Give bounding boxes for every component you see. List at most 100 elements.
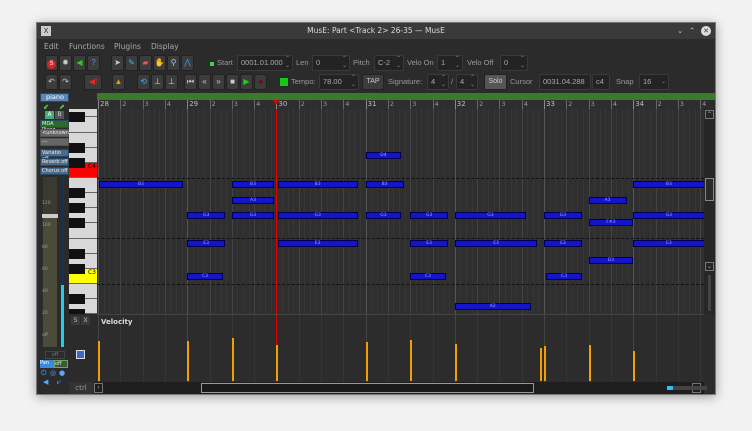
note-event[interactable]: G3	[633, 212, 704, 219]
monitor-icon[interactable]: ●	[59, 369, 66, 377]
rewind-to-start-icon[interactable]: ⏮	[184, 74, 197, 90]
velocity-bar[interactable]	[410, 339, 413, 381]
piano-black-key[interactable]	[69, 218, 85, 229]
note-event[interactable]: G3	[231, 212, 275, 219]
note-event[interactable]: A3	[231, 197, 275, 204]
route-in-icon[interactable]: ⬋	[43, 103, 49, 111]
piano-black-key[interactable]	[69, 157, 85, 168]
note-event[interactable]: B3	[99, 181, 183, 188]
note-event[interactable]: F#3	[588, 219, 634, 226]
menu-display[interactable]: Display	[151, 42, 179, 51]
note-event[interactable]: C3	[410, 273, 446, 280]
note-event[interactable]: B3	[633, 181, 704, 188]
sig-numerator-field[interactable]: 4 ⌃ ⌄	[427, 74, 449, 90]
chorus-control[interactable]: Chorus off	[40, 167, 69, 175]
menu-edit[interactable]: Edit	[44, 42, 59, 51]
track-name-button[interactable]: piano	[40, 93, 69, 102]
velocity-bar[interactable]	[231, 338, 234, 381]
len-field[interactable]: 0 ⌃ ⌄	[312, 55, 350, 71]
note-event[interactable]: E3	[544, 240, 582, 247]
velocity-bar[interactable]	[588, 345, 591, 381]
variation-control[interactable]: Variatio off	[40, 149, 69, 162]
pointer-icon[interactable]: ➤	[111, 55, 124, 71]
panic-icon[interactable]: ◀!	[84, 74, 102, 90]
horizontal-zoom-slider[interactable]	[667, 386, 707, 390]
scroll-left-icon[interactable]: ‹	[94, 383, 103, 393]
velocity-bar[interactable]	[633, 350, 636, 381]
gear-icon[interactable]: ✹	[59, 55, 72, 71]
hand-icon[interactable]: ✋	[153, 55, 166, 71]
velo-on-field[interactable]: 1 ⌃ ⌄	[437, 55, 463, 71]
velo-off-field[interactable]: 0 ⌃ ⌄	[500, 55, 528, 71]
maximize-icon[interactable]: ⌃	[689, 26, 696, 35]
mute-icon[interactable]: ◀	[43, 378, 49, 386]
menu-plugins[interactable]: Plugins	[114, 42, 141, 51]
vertical-scrollbar[interactable]: ⌃ ⌄	[704, 109, 715, 314]
piano-black-key[interactable]	[69, 294, 85, 305]
piano-black-key[interactable]	[69, 142, 85, 153]
minimize-icon[interactable]: ⌄	[677, 26, 684, 35]
note-event[interactable]: C3	[187, 273, 223, 280]
menu-functions[interactable]: Functions	[69, 42, 105, 51]
ctrl-button[interactable]: ctrl	[69, 382, 93, 394]
note-event[interactable]: C3	[546, 273, 582, 280]
record-arm-icon[interactable]: ◎	[50, 369, 57, 377]
horizontal-scroll-thumb[interactable]	[201, 383, 534, 393]
close-icon[interactable]: ✕	[701, 26, 711, 36]
note-event[interactable]: G3	[187, 212, 226, 219]
patch-button[interactable]: <unknown>	[40, 129, 74, 137]
pan-value[interactable]: off	[54, 360, 68, 368]
note-event[interactable]: A3	[588, 197, 627, 204]
volume-value[interactable]: off	[45, 351, 65, 359]
play-icon[interactable]: ▶	[240, 74, 253, 90]
note-event[interactable]: G3	[544, 212, 582, 219]
note-event[interactable]: E3	[277, 240, 358, 247]
velocity-bar[interactable]	[539, 348, 542, 381]
piano-black-key[interactable]	[69, 309, 85, 314]
stop-icon[interactable]: ■	[226, 74, 239, 90]
horizontal-scrollbar[interactable]: ‹ ›	[94, 382, 704, 394]
zoom-icon[interactable]: ⚲	[167, 55, 180, 71]
speaker-icon[interactable]: ◀	[73, 55, 86, 71]
note-event[interactable]: B3	[277, 181, 358, 188]
velocity-bar[interactable]	[454, 344, 457, 381]
note-event[interactable]: E3	[633, 240, 704, 247]
automation-icon[interactable]: ⩗	[57, 378, 61, 386]
vertical-zoom-slider[interactable]	[708, 275, 711, 311]
reverb-control[interactable]: Reverb off	[40, 158, 69, 166]
sig-denominator-field[interactable]: 4 ⌃ ⌄	[456, 74, 478, 90]
velocity-pane[interactable]: Velocity	[97, 314, 704, 382]
pitch-field[interactable]: C-2 ⌃ ⌄	[374, 55, 404, 71]
punch-in-icon[interactable]: ⊥	[151, 74, 164, 90]
ctrl-edit-icon[interactable]	[76, 350, 85, 359]
route-out-icon[interactable]: ⬈	[59, 103, 65, 111]
eraser-icon[interactable]: ▰	[139, 55, 152, 71]
ctrl-solo-button[interactable]: S	[71, 316, 80, 325]
velocity-bar[interactable]	[365, 342, 368, 381]
tempo-master-icon[interactable]	[280, 78, 288, 86]
marker-ruler[interactable]	[97, 93, 715, 100]
redo-icon[interactable]: ↷	[59, 74, 72, 90]
b-button[interactable]: B	[55, 111, 64, 119]
tempo-field[interactable]: 78.00 ⌃ ⌄	[319, 74, 359, 90]
velocity-bar[interactable]	[544, 346, 546, 381]
piano-black-key[interactable]	[69, 112, 85, 123]
playhead-marker-icon[interactable]	[273, 100, 280, 105]
note-event[interactable]: B3	[231, 181, 275, 188]
velocity-bar[interactable]	[98, 341, 100, 381]
rewind-icon[interactable]: «	[198, 74, 211, 90]
piano-black-key[interactable]	[69, 248, 85, 259]
scroll-up-icon[interactable]: ⌃	[705, 110, 714, 119]
note-event[interactable]: E3	[187, 240, 226, 247]
piano-black-key[interactable]	[69, 188, 85, 199]
whats-this-icon[interactable]: ?	[87, 55, 100, 71]
piano-black-key[interactable]	[69, 203, 85, 214]
note-event[interactable]: E3	[454, 240, 538, 247]
a-button[interactable]: A	[45, 111, 54, 119]
solo-s-icon[interactable]: S	[45, 55, 58, 71]
note-event[interactable]: G3	[277, 212, 358, 219]
fast-forward-icon[interactable]: »	[212, 74, 225, 90]
ctrl-remove-button[interactable]: X	[81, 316, 90, 325]
snap-select[interactable]: 16 ⌄	[639, 74, 669, 90]
note-event[interactable]: B3	[365, 181, 404, 188]
